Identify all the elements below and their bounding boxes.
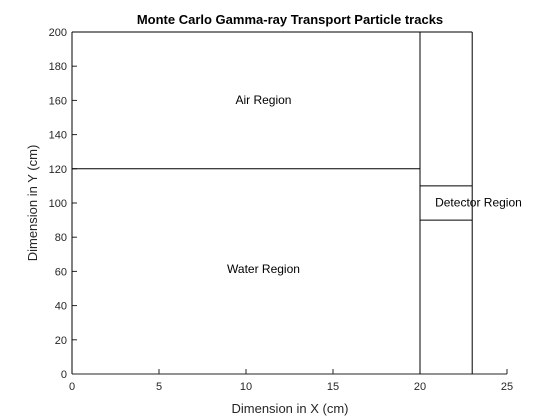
- air-region-label: Air Region: [235, 93, 291, 107]
- y-tick-label: 120: [49, 164, 67, 176]
- detector-region-label: Detector Region: [435, 195, 522, 209]
- y-tick-label: 160: [49, 95, 67, 107]
- y-axis-label: Dimension in Y (cm): [25, 145, 40, 262]
- plot-area: 0 5 10 15 20 25 0 20 40 60 80 100 120 140 160 180 200 Air…: [49, 27, 522, 393]
- y-tick-label: 80: [55, 232, 67, 244]
- x-axis-label: Dimension in X (cm): [231, 401, 348, 416]
- y-tick-label: 0: [61, 369, 67, 381]
- chart-title: Monte Carlo Gamma-ray Transport Particle…: [137, 12, 443, 27]
- x-tick-label: 20: [414, 381, 426, 393]
- y-tick-label: 20: [55, 335, 67, 347]
- y-tick-label: 100: [49, 198, 67, 210]
- y-tick-label: 40: [55, 301, 67, 313]
- y-tick-label: 140: [49, 130, 67, 142]
- x-tick-label: 5: [156, 381, 162, 393]
- x-tick-label: 25: [501, 381, 513, 393]
- x-tick-label: 0: [69, 381, 75, 393]
- x-tick-label: 15: [327, 381, 339, 393]
- x-tick-label: 10: [240, 381, 252, 393]
- y-tick-label: 60: [55, 266, 67, 278]
- water-region-label: Water Region: [227, 262, 300, 276]
- y-tick-label: 200: [49, 27, 67, 39]
- y-tick-label: 180: [49, 61, 67, 73]
